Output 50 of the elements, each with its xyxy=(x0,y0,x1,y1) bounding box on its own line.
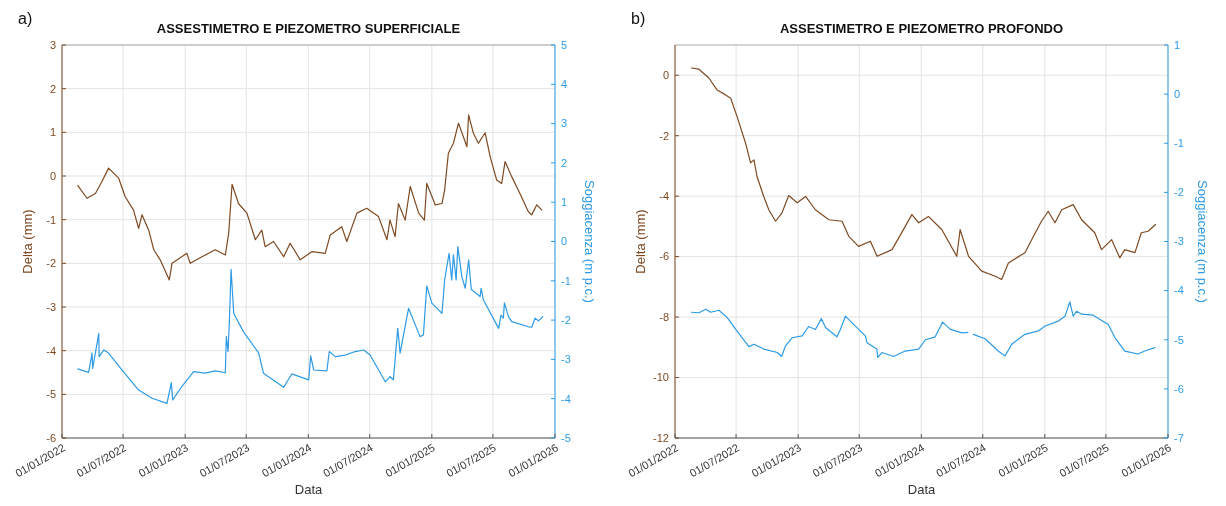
y-tick-label: -5 xyxy=(46,388,56,401)
y2-tick-label: 1 xyxy=(1174,38,1181,51)
y-tick-label: -1 xyxy=(46,213,56,226)
y2-tick-label: 3 xyxy=(561,117,568,130)
y2-tick-label: -7 xyxy=(1174,431,1184,444)
y2-tick-label: -4 xyxy=(561,392,571,405)
y2-tick-label: -1 xyxy=(1174,137,1184,150)
y2-tick-label: -5 xyxy=(561,431,571,444)
y2-tick-label: -5 xyxy=(1174,333,1184,346)
y2-tick-label: -2 xyxy=(1174,186,1184,199)
x-axis-title: Data xyxy=(907,482,936,497)
y2-tick-label: 2 xyxy=(561,156,568,169)
line-series xyxy=(690,67,1157,281)
y-tick-label: -6 xyxy=(46,431,56,444)
chart-title: ASSESTIMETRO E PIEZOMETRO SUPERFICIALE xyxy=(156,21,461,36)
text: a) xyxy=(18,10,33,27)
y2-tick-label: -1 xyxy=(561,274,571,287)
y-tick-label: -8 xyxy=(659,310,669,323)
y2-tick-label: -3 xyxy=(1174,235,1184,248)
y-tick-label: 0 xyxy=(49,169,56,182)
line-series xyxy=(77,246,544,405)
y-tick-label: -2 xyxy=(659,129,669,142)
y2-tick-label: 4 xyxy=(561,78,568,91)
y2-axis-title: Soggiacenza (m p.c.) xyxy=(582,180,597,303)
y2-tick-label: 1 xyxy=(561,196,568,209)
y-tick-label: 2 xyxy=(49,82,56,95)
y-tick-label: -2 xyxy=(46,257,56,270)
y-axis-title: Delta (mm) xyxy=(20,209,35,274)
y2-tick-label: 0 xyxy=(561,235,568,248)
y2-tick-label: -6 xyxy=(1174,382,1184,395)
y-tick-label: 1 xyxy=(49,126,56,139)
y-tick-label: -10 xyxy=(653,371,669,384)
y-tick-label: -3 xyxy=(46,300,56,313)
y-tick-label: -4 xyxy=(659,190,669,202)
y-tick-label: 3 xyxy=(49,38,56,51)
chart-title: ASSESTIMETRO E PIEZOMETRO PROFONDO xyxy=(779,21,1064,36)
y2-tick-label: 5 xyxy=(561,38,568,51)
y-tick-label: -4 xyxy=(46,344,56,357)
y-tick-label: -6 xyxy=(659,250,669,263)
y2-tick-label: 0 xyxy=(1174,87,1181,100)
y-tick-label: 0 xyxy=(662,69,669,82)
line-series xyxy=(77,114,543,281)
x-axis-title: Data xyxy=(294,482,323,497)
text: b) xyxy=(631,10,646,27)
y2-tick-label: -3 xyxy=(561,353,571,366)
y-axis-title: Delta (mm) xyxy=(633,209,648,274)
y2-tick-label: -2 xyxy=(561,313,571,326)
y-tick-label: -12 xyxy=(653,431,669,444)
y2-tick-label: -4 xyxy=(1174,284,1184,297)
y2-axis-title: Soggiacenza (m p.c.) xyxy=(1195,180,1210,303)
